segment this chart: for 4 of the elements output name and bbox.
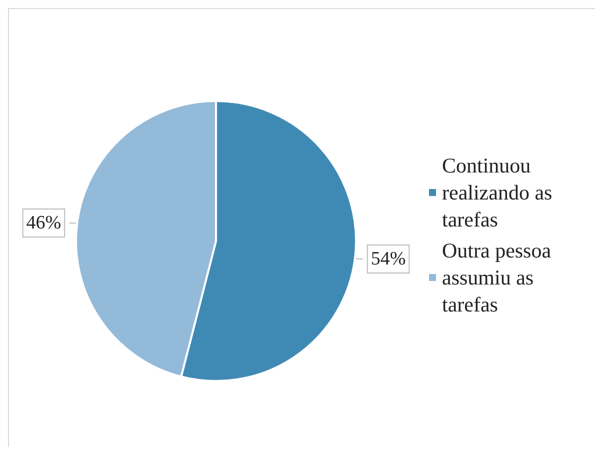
legend-label: Continuou realizando as tarefas [442, 154, 558, 232]
data-label: 54% [370, 248, 406, 270]
data-label: 46% [26, 212, 62, 234]
legend-label: Outra pessoa assumiu as tarefas [442, 238, 556, 316]
